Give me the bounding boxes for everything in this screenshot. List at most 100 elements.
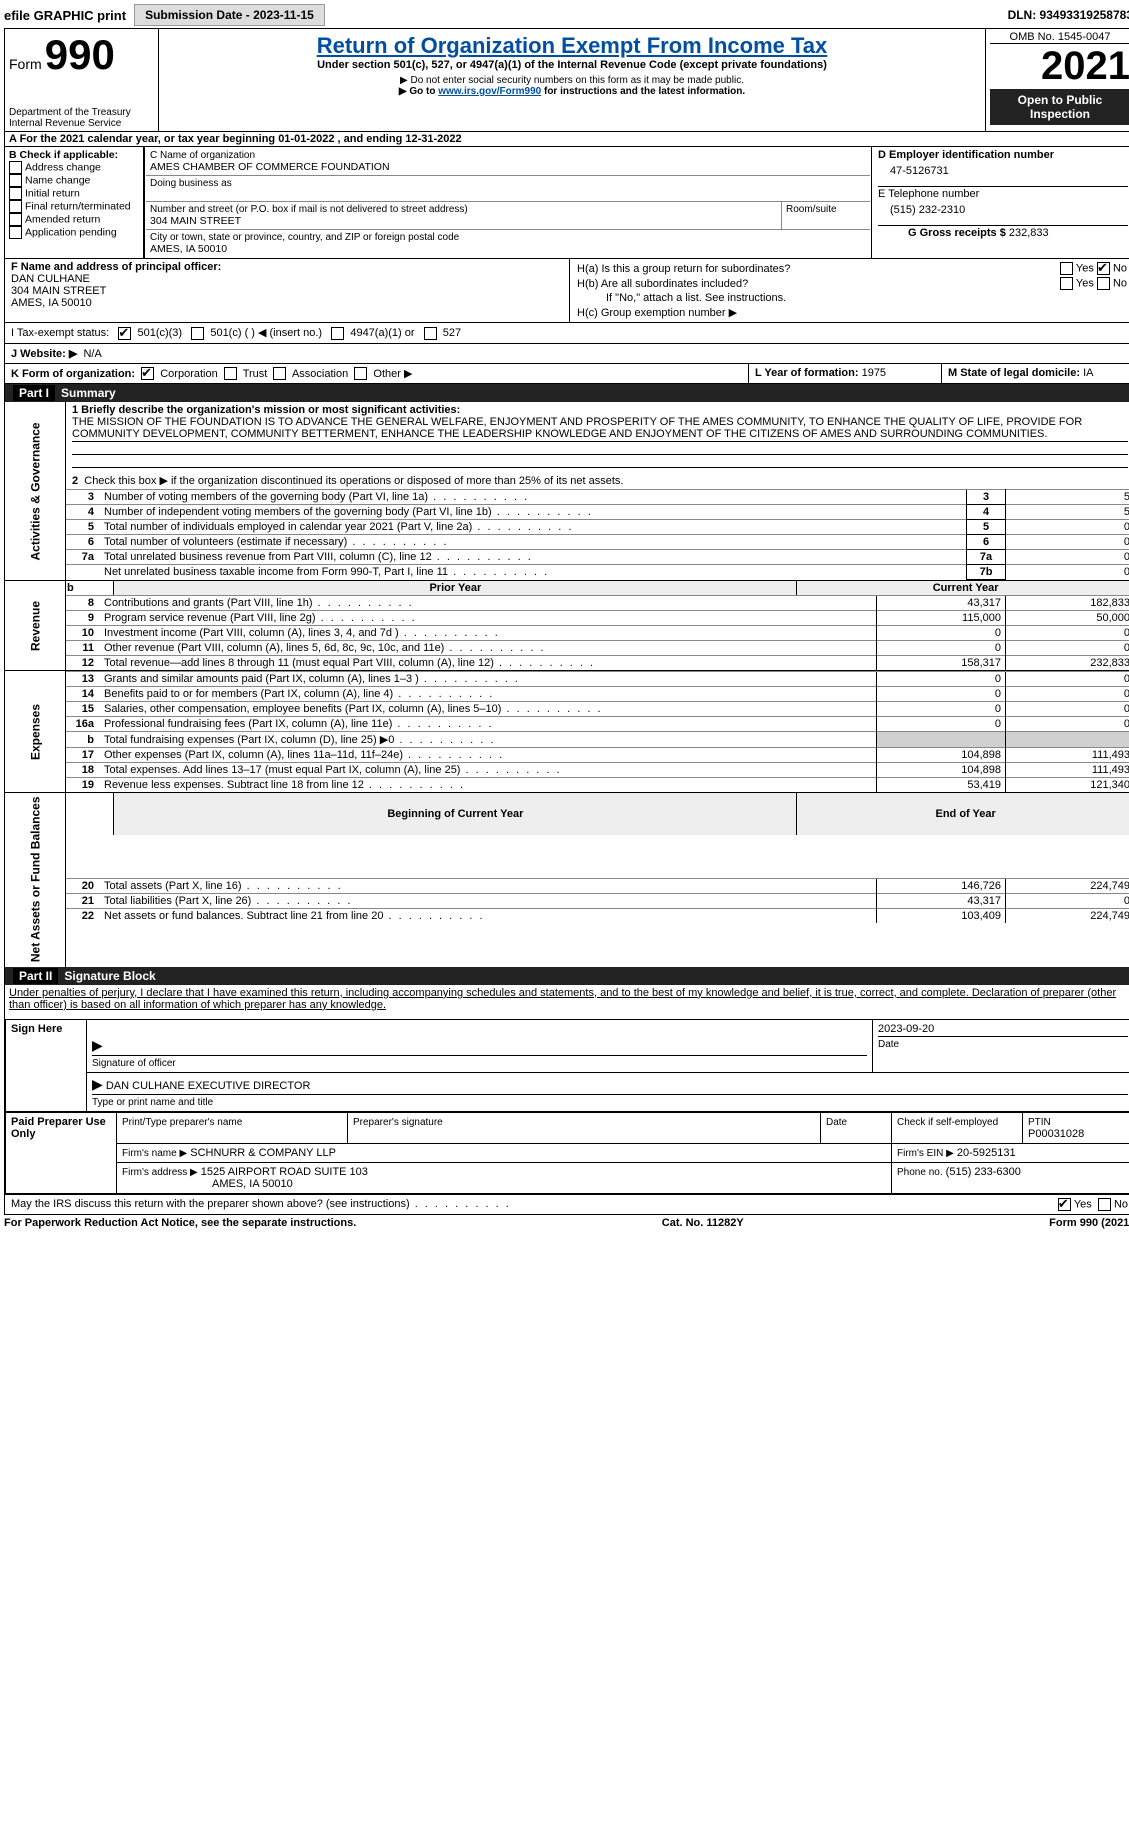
line-a: A For the 2021 calendar year, or tax yea… xyxy=(5,132,1129,147)
chk-initial[interactable]: Initial return xyxy=(9,187,139,200)
sign-here-label: Sign Here xyxy=(6,1019,87,1111)
form-number: 990 xyxy=(45,31,115,78)
vl-netassets: Net Assets or Fund Balances xyxy=(5,793,66,967)
city-label: City or town, state or province, country… xyxy=(150,232,866,243)
officer-name: DAN CULHANE xyxy=(11,273,563,285)
ein-value: 47-5126731 xyxy=(878,161,1128,185)
ptin-head: PTIN xyxy=(1028,1117,1051,1128)
form-header: Form 990 Department of the Treasury Inte… xyxy=(5,29,1129,132)
tax-year: 2021 xyxy=(990,44,1129,89)
chk-final[interactable]: Final return/terminated xyxy=(9,200,139,213)
gross-receipts: 232,833 xyxy=(1009,227,1049,239)
footer: For Paperwork Reduction Act Notice, see … xyxy=(4,1215,1129,1229)
box-k: K Form of organization: Corporation Trus… xyxy=(5,363,749,384)
part2-header: Part IISignature Block xyxy=(5,967,1129,985)
instructions-link[interactable]: www.irs.gov/Form990 xyxy=(438,86,541,97)
firm-name-label: Firm's name ▶ xyxy=(122,1148,187,1159)
org-name: AMES CHAMBER OF COMMERCE FOUNDATION xyxy=(150,161,866,173)
street-value: 304 MAIN STREET xyxy=(150,215,777,227)
dln-label: DLN: 93493319258783 xyxy=(1008,8,1129,22)
end-year-head: End of Year xyxy=(797,793,1129,835)
form-word: Form xyxy=(9,56,42,72)
firm-addr2: AMES, IA 50010 xyxy=(122,1178,293,1190)
entity-block: B Check if applicable: Address change Na… xyxy=(5,147,1129,258)
hb-answer: Yes No xyxy=(1006,276,1128,291)
sig-officer-label: Signature of officer xyxy=(92,1058,176,1069)
officer-name-title: DAN CULHANE EXECUTIVE DIRECTOR xyxy=(106,1080,311,1092)
prep-sig-head: Preparer's signature xyxy=(353,1117,443,1128)
mission-text: THE MISSION OF THE FOUNDATION IS TO ADVA… xyxy=(72,416,1128,440)
part1-header: Part ISummary xyxy=(5,384,1129,402)
dept-label: Department of the Treasury xyxy=(9,107,154,118)
box-b-title: B Check if applicable: xyxy=(9,149,139,161)
net-lines-table: 20Total assets (Part X, line 16)146,7262… xyxy=(66,878,1129,923)
hc-label: H(c) Group exemption number ▶ xyxy=(576,305,1128,320)
declaration: Under penalties of perjury, I declare th… xyxy=(5,985,1129,1013)
subtitle-3: ▶ Go to www.irs.gov/Form990 for instruct… xyxy=(167,86,977,97)
vl-revenue: Revenue xyxy=(5,581,66,671)
form-footer: Form 990 (2021) xyxy=(1049,1217,1129,1229)
street-label: Number and street (or P.O. box if mail i… xyxy=(150,204,777,215)
begin-year-head: Beginning of Current Year xyxy=(114,793,797,835)
q2: 2 Check this box ▶ if the organization d… xyxy=(72,474,1128,487)
firm-phone: (515) 233-6300 xyxy=(946,1166,1021,1178)
firm-name: SCHNURR & COMPANY LLP xyxy=(190,1147,336,1159)
prior-year-head: Prior Year xyxy=(114,581,797,596)
ptin-value: P00031028 xyxy=(1028,1128,1084,1140)
chk-address[interactable]: Address change xyxy=(9,161,139,174)
dba-label: Doing business as xyxy=(150,178,866,189)
f-label: F Name and address of principal officer: xyxy=(11,261,563,273)
firm-phone-label: Phone no. xyxy=(897,1167,943,1178)
chk-pending[interactable]: Application pending xyxy=(9,226,139,239)
officer-city: AMES, IA 50010 xyxy=(11,297,563,309)
pra-notice: For Paperwork Reduction Act Notice, see … xyxy=(4,1217,356,1229)
room-label: Room/suite xyxy=(786,204,866,215)
prep-date-head: Date xyxy=(826,1117,847,1128)
omb-number: OMB No. 1545-0047 xyxy=(990,31,1129,44)
open-public-badge: Open to Public Inspection xyxy=(990,89,1129,125)
e-label: E Telephone number xyxy=(878,188,1128,200)
prep-name-head: Print/Type preparer's name xyxy=(122,1117,242,1128)
current-year-head: Current Year xyxy=(797,581,1129,596)
vl-governance: Activities & Governance xyxy=(5,402,66,581)
form-title[interactable]: Return of Organization Exempt From Incom… xyxy=(167,33,977,59)
firm-addr-label: Firm's address ▶ xyxy=(122,1167,198,1178)
g-line: G Gross receipts $ 232,833 xyxy=(878,227,1128,239)
cat-no: Cat. No. 11282Y xyxy=(662,1217,744,1229)
firm-addr1: 1525 AIRPORT ROAD SUITE 103 xyxy=(201,1166,368,1178)
top-bar: efile GRAPHIC print Submission Date - 20… xyxy=(4,4,1129,26)
hb-note: If "No," attach a list. See instructions… xyxy=(576,291,1128,305)
goto-prefix: ▶ Go to xyxy=(399,86,438,97)
subtitle-1: Under section 501(c), 527, or 4947(a)(1)… xyxy=(167,59,977,71)
exp-lines-table: 13Grants and similar amounts paid (Part … xyxy=(66,671,1129,792)
firm-ein-label: Firm's EIN ▶ xyxy=(897,1148,954,1159)
submission-date-button[interactable]: Submission Date - 2023-11-15 xyxy=(134,4,325,26)
gov-lines-table: 3Number of voting members of the governi… xyxy=(66,489,1129,580)
form-container: Form 990 Department of the Treasury Inte… xyxy=(4,28,1129,1215)
box-j: J Website: ▶ N/A xyxy=(5,343,1129,363)
hb-label: H(b) Are all subordinates included? xyxy=(576,276,1006,291)
irs-label: Internal Revenue Service xyxy=(9,118,154,129)
chk-name[interactable]: Name change xyxy=(9,174,139,187)
chk-amended[interactable]: Amended return xyxy=(9,213,139,226)
box-m: M State of legal domicile: IA xyxy=(942,363,1129,384)
firm-ein: 20-5925131 xyxy=(957,1147,1016,1159)
goto-suffix: for instructions and the latest informat… xyxy=(541,86,745,97)
box-i: I Tax-exempt status: 501(c)(3) 501(c) ( … xyxy=(5,323,1129,343)
vl-expenses: Expenses xyxy=(5,671,66,793)
box-l: L Year of formation: 1975 xyxy=(749,363,942,384)
phone-value: (515) 232-2310 xyxy=(878,200,1128,224)
ha-answer: Yes No xyxy=(1006,261,1128,276)
efile-label: efile GRAPHIC print xyxy=(4,8,126,23)
sig-date-value: 2023-09-20 xyxy=(878,1023,1128,1035)
may-irs-line: May the IRS discuss this return with the… xyxy=(5,1194,1129,1214)
d-label: D Employer identification number xyxy=(878,149,1128,161)
preparer-table: Paid Preparer Use Only Print/Type prepar… xyxy=(5,1112,1129,1194)
officer-street: 304 MAIN STREET xyxy=(11,285,563,297)
self-emp-check[interactable]: Check if self-employed xyxy=(897,1117,998,1128)
website-value: N/A xyxy=(83,348,101,360)
ha-label: H(a) Is this a group return for subordin… xyxy=(576,261,1006,276)
type-name-label: Type or print name and title xyxy=(92,1097,213,1108)
signature-table: Sign Here ▶ Signature of officer 2023-09… xyxy=(5,1019,1129,1112)
c-name-label: C Name of organization xyxy=(150,150,866,161)
